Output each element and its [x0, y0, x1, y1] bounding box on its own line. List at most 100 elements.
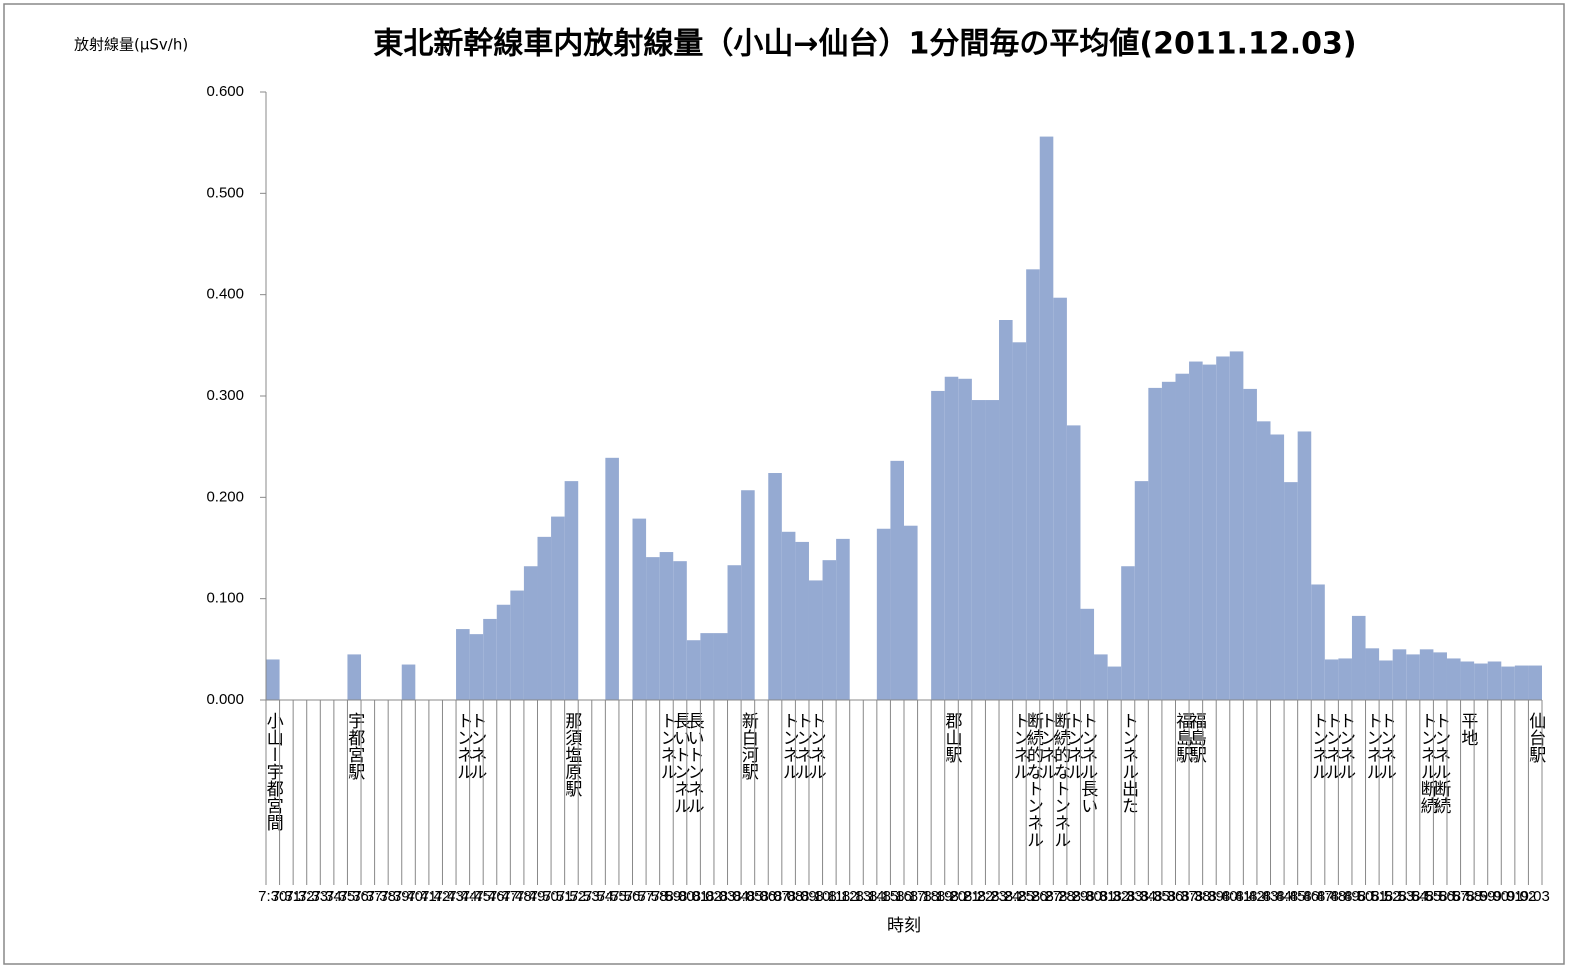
bar	[904, 525, 918, 700]
x-tick-label: 8:25	[1005, 888, 1034, 905]
bar	[1148, 387, 1162, 700]
x-tick-label: 8:15	[869, 888, 898, 905]
category-note: トンネル	[1376, 712, 1396, 780]
x-tick-label: 8:34	[1127, 888, 1156, 905]
x-tick-label: 8:21	[950, 888, 979, 905]
x-tick-label: 8:43	[1249, 888, 1278, 905]
bar	[1311, 584, 1325, 700]
category-note: トンネル	[792, 712, 812, 780]
x-tick-label: 8:22	[964, 888, 993, 905]
bar	[1216, 356, 1230, 700]
bar	[1066, 425, 1081, 700]
category-note: 福島駅	[1172, 712, 1193, 763]
bar	[266, 659, 280, 700]
bar	[1501, 666, 1515, 700]
x-tick-label: 8:27	[1032, 888, 1061, 905]
category-note: 断続的なトンネル	[1050, 712, 1071, 848]
chart-title: 東北新幹線車内放射線量（小山→仙台）1分間毎の平均値(2011.12.03)	[373, 27, 1356, 62]
bar	[944, 376, 959, 700]
bar	[985, 400, 1000, 700]
x-tick-label: 8:31	[1086, 888, 1115, 905]
x-tick-label: 8:13	[842, 888, 871, 905]
bar	[469, 634, 484, 700]
bar	[1460, 661, 1475, 700]
category-note: 新白河駅	[738, 712, 759, 780]
bar	[659, 552, 674, 700]
bar	[971, 400, 986, 700]
bar	[1392, 649, 1407, 700]
category-note: 福島駅	[1186, 712, 1207, 763]
bar	[1229, 351, 1244, 700]
x-tick-label: 7:57	[625, 888, 654, 905]
category-note: トンネル	[779, 712, 799, 780]
bar	[931, 390, 945, 700]
bar	[890, 460, 904, 700]
y-tick-label: 0.600	[206, 83, 244, 100]
x-tick-label: 7:58	[638, 888, 667, 905]
x-tick-label: 7:45	[462, 888, 491, 905]
x-tick-label: 7:40	[394, 888, 423, 905]
y-tick-label: 0.100	[206, 590, 244, 607]
y-tick-label: 0.000	[206, 691, 244, 708]
category-note: トンネル断続	[1417, 712, 1438, 814]
bar	[510, 590, 524, 700]
bar	[1487, 661, 1502, 700]
category-note: トンネル	[806, 712, 826, 780]
bar	[1256, 421, 1271, 700]
chart-frame	[3, 3, 1565, 965]
x-tick-label: 7:31	[272, 888, 301, 905]
x-tick-label: 7:33	[299, 888, 328, 905]
y-tick-label: 0.300	[206, 387, 244, 404]
bar	[1379, 660, 1393, 700]
x-tick-label: 7:44	[448, 888, 477, 905]
bar	[1284, 482, 1298, 700]
bar	[456, 629, 470, 700]
x-tick-label: 7:50	[530, 888, 559, 905]
category-note: トンネル	[656, 712, 676, 780]
x-tick-label: 8:33	[1113, 888, 1142, 905]
category-note: トンネル断続	[1430, 712, 1451, 814]
category-note: トンネル	[1308, 712, 1328, 780]
bar	[795, 541, 809, 700]
x-tick-label: 8:52	[1371, 888, 1400, 905]
category-note: トンネル	[466, 712, 486, 780]
x-tick-label: 8:14	[855, 888, 884, 905]
bar	[1243, 388, 1257, 700]
x-tick-label: 8:29	[1059, 888, 1088, 905]
bar	[632, 518, 647, 700]
bar	[1514, 665, 1529, 700]
bar	[496, 604, 511, 700]
bar	[1406, 654, 1420, 700]
bar	[1419, 649, 1434, 700]
x-tick-label: 7:32	[285, 888, 314, 905]
x-tick-label: 7:36	[340, 888, 369, 905]
x-tick-label: 8:50	[1344, 888, 1373, 905]
x-tick-label: 7:37	[353, 888, 382, 905]
x-tick-label: 7:34	[312, 888, 341, 905]
bar	[1297, 431, 1312, 700]
x-tick-label: 7:42	[421, 888, 450, 905]
bar	[836, 538, 850, 700]
x-tick-label: 8:26	[1018, 888, 1047, 905]
bar	[401, 664, 416, 700]
x-tick-label: 8:51	[1358, 888, 1387, 905]
category-note: トンネル	[1009, 712, 1029, 780]
bar	[1351, 615, 1366, 700]
category-note: 郡山駅	[942, 712, 963, 763]
bar	[958, 378, 972, 700]
bar	[808, 580, 823, 700]
category-note: トンネル出た	[1118, 712, 1138, 814]
x-tick-label: 8:00	[665, 888, 694, 905]
bar	[673, 561, 687, 700]
bar	[646, 557, 660, 700]
x-tick-label: 7:54	[584, 888, 613, 905]
x-tick-label: 7:53	[570, 888, 599, 905]
category-note: 那須塩原駅	[561, 712, 582, 797]
x-tick-label: 8:40	[1208, 888, 1237, 905]
x-tick-label: 7:35	[326, 888, 355, 905]
category-note: トンネル	[1037, 712, 1057, 780]
category-note: 長いトンネル	[670, 712, 691, 814]
bar	[781, 531, 796, 700]
x-tick-label: 8:18	[910, 888, 939, 905]
